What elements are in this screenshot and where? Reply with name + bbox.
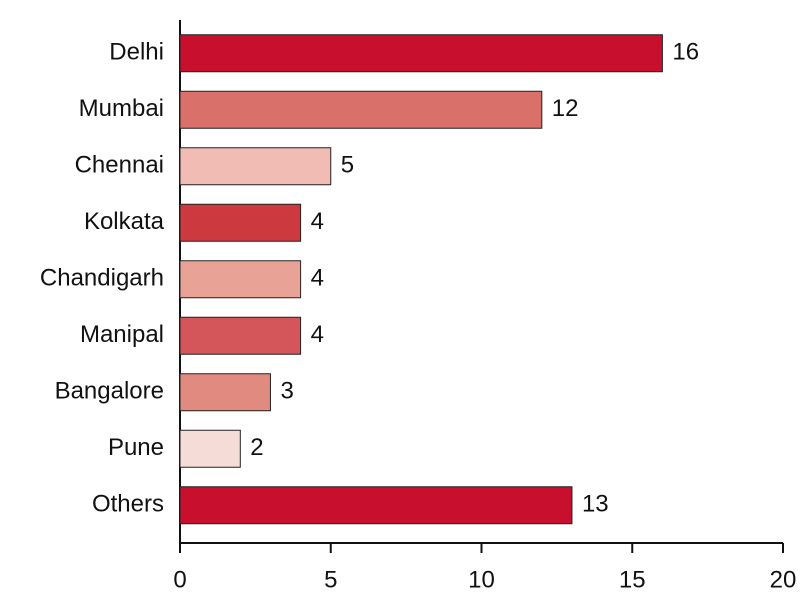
bar [179,373,271,412]
x-tick-label: 5 [324,566,337,593]
bar [179,147,332,186]
value-label: 16 [672,39,699,66]
y-tick-label: Chandigarh [40,265,164,292]
value-label: 13 [582,491,609,518]
x-tick-label: 20 [770,566,797,593]
y-tick-label: Kolkata [84,208,165,235]
y-tick-label: Others [92,491,164,518]
value-label: 5 [341,152,354,179]
y-tick-label: Chennai [75,152,164,179]
bar [179,203,302,242]
bar [179,260,302,299]
y-tick-label: Mumbai [79,95,164,122]
y-tick-label: Bangalore [55,378,164,405]
y-tick-label: Manipal [80,321,164,348]
value-label: 4 [311,208,324,235]
value-label: 2 [250,434,263,461]
x-tick-label: 10 [468,566,495,593]
bar [179,90,543,129]
x-tick-label: 0 [173,566,186,593]
value-label: 12 [552,95,579,122]
bar [179,34,663,73]
value-label: 3 [280,378,293,405]
bar [179,316,302,355]
bar [179,429,241,468]
value-label: 4 [311,265,324,292]
x-tick-label: 15 [619,566,646,593]
value-label: 4 [311,321,324,348]
y-tick-label: Delhi [109,39,164,66]
bar [179,486,573,525]
y-tick-label: Pune [108,434,164,461]
